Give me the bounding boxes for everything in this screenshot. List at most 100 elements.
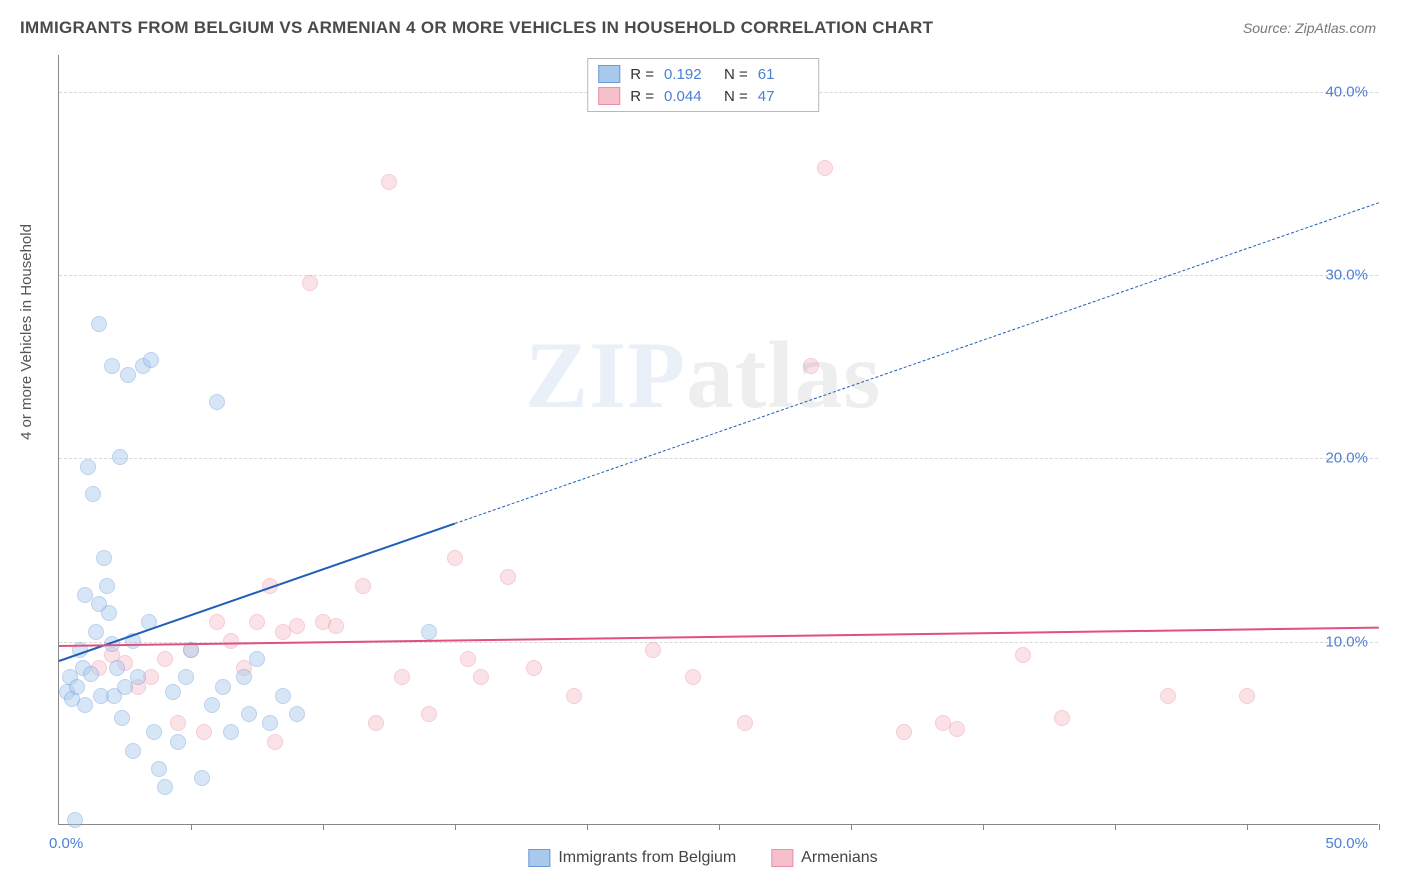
- data-point-armenians: [1054, 710, 1070, 726]
- data-point-armenians: [526, 660, 542, 676]
- swatch-belgium: [598, 65, 620, 83]
- x-tick: [1379, 824, 1380, 830]
- data-point-armenians: [1160, 688, 1176, 704]
- x-tick: [1115, 824, 1116, 830]
- data-point-belgium: [241, 706, 257, 722]
- x-tick: [851, 824, 852, 830]
- data-point-armenians: [817, 160, 833, 176]
- data-point-armenians: [447, 550, 463, 566]
- data-point-armenians: [803, 358, 819, 374]
- data-point-belgium: [151, 761, 167, 777]
- gridline: [59, 458, 1378, 459]
- data-point-armenians: [196, 724, 212, 740]
- data-point-armenians: [949, 721, 965, 737]
- data-point-belgium: [170, 734, 186, 750]
- data-point-belgium: [130, 669, 146, 685]
- y-tick-label: 30.0%: [1325, 267, 1368, 284]
- y-tick-label: 10.0%: [1325, 633, 1368, 650]
- data-point-belgium: [146, 724, 162, 740]
- data-point-belgium: [223, 724, 239, 740]
- y-tick-label: 20.0%: [1325, 450, 1368, 467]
- x-tick: [587, 824, 588, 830]
- y-axis-label: 4 or more Vehicles in Household: [18, 224, 35, 440]
- data-point-armenians: [421, 706, 437, 722]
- data-point-belgium: [236, 669, 252, 685]
- data-point-belgium: [67, 812, 83, 828]
- data-point-armenians: [157, 651, 173, 667]
- swatch-armenians: [598, 87, 620, 105]
- data-point-belgium: [143, 352, 159, 368]
- data-point-belgium: [96, 550, 112, 566]
- correlation-legend: R = 0.192 N = 61 R = 0.044 N = 47: [587, 58, 819, 112]
- data-point-armenians: [267, 734, 283, 750]
- x-tick: [323, 824, 324, 830]
- legend-label-armenians: Armenians: [801, 849, 877, 867]
- source-label: Source: ZipAtlas.com: [1243, 20, 1376, 36]
- data-point-armenians: [737, 715, 753, 731]
- y-tick-label: 40.0%: [1325, 83, 1368, 100]
- r-label: R =: [630, 88, 654, 105]
- data-point-armenians: [355, 578, 371, 594]
- legend-row-armenians: R = 0.044 N = 47: [598, 85, 808, 107]
- x-tick: [455, 824, 456, 830]
- data-point-armenians: [1239, 688, 1255, 704]
- data-point-armenians: [1015, 647, 1031, 663]
- data-point-belgium: [204, 697, 220, 713]
- data-point-belgium: [109, 660, 125, 676]
- data-point-belgium: [80, 459, 96, 475]
- data-point-belgium: [114, 710, 130, 726]
- data-point-armenians: [645, 642, 661, 658]
- x-max-label: 50.0%: [1325, 835, 1368, 852]
- gridline: [59, 275, 1378, 276]
- armenians-r-value: 0.044: [664, 88, 714, 105]
- data-point-belgium: [262, 715, 278, 731]
- data-point-belgium: [91, 316, 107, 332]
- trendline-belgium-extrapolated: [455, 202, 1379, 524]
- data-point-belgium: [85, 486, 101, 502]
- data-point-belgium: [275, 688, 291, 704]
- data-point-belgium: [125, 743, 141, 759]
- data-point-armenians: [223, 633, 239, 649]
- data-point-belgium: [178, 669, 194, 685]
- data-point-armenians: [209, 614, 225, 630]
- data-point-armenians: [566, 688, 582, 704]
- data-point-armenians: [896, 724, 912, 740]
- data-point-armenians: [302, 275, 318, 291]
- legend-item-armenians: Armenians: [771, 849, 877, 867]
- data-point-belgium: [120, 367, 136, 383]
- x-tick: [983, 824, 984, 830]
- data-point-belgium: [157, 779, 173, 795]
- belgium-r-value: 0.192: [664, 66, 714, 83]
- legend-row-belgium: R = 0.192 N = 61: [598, 63, 808, 85]
- data-point-belgium: [289, 706, 305, 722]
- data-point-armenians: [170, 715, 186, 731]
- series-legend: Immigrants from Belgium Armenians: [528, 849, 877, 867]
- data-point-belgium: [165, 684, 181, 700]
- data-point-armenians: [381, 174, 397, 190]
- n-label: N =: [724, 66, 748, 83]
- x-min-label: 0.0%: [49, 835, 83, 852]
- r-label: R =: [630, 66, 654, 83]
- data-point-belgium: [101, 605, 117, 621]
- data-point-belgium: [83, 666, 99, 682]
- data-point-belgium: [104, 358, 120, 374]
- data-point-armenians: [685, 669, 701, 685]
- data-point-armenians: [473, 669, 489, 685]
- chart-title: IMMIGRANTS FROM BELGIUM VS ARMENIAN 4 OR…: [20, 18, 933, 38]
- data-point-armenians: [289, 618, 305, 634]
- data-point-belgium: [88, 624, 104, 640]
- data-point-belgium: [112, 449, 128, 465]
- data-point-belgium: [69, 679, 85, 695]
- data-point-belgium: [194, 770, 210, 786]
- data-point-armenians: [460, 651, 476, 667]
- data-point-armenians: [328, 618, 344, 634]
- data-point-armenians: [249, 614, 265, 630]
- belgium-n-value: 61: [758, 66, 808, 83]
- data-point-belgium: [421, 624, 437, 640]
- data-point-armenians: [368, 715, 384, 731]
- data-point-armenians: [394, 669, 410, 685]
- swatch-armenians: [771, 849, 793, 867]
- x-tick: [191, 824, 192, 830]
- data-point-armenians: [500, 569, 516, 585]
- data-point-belgium: [77, 697, 93, 713]
